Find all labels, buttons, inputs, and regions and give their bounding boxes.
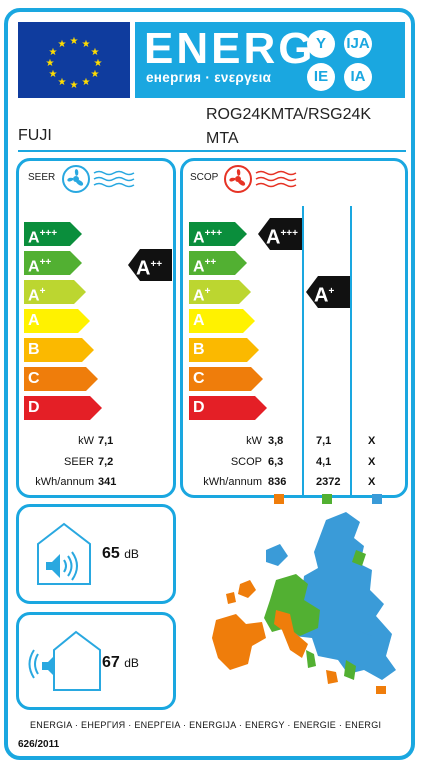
zone-colder-swatch bbox=[372, 494, 382, 504]
energy-title: ENERG bbox=[144, 24, 316, 73]
indoor-noise-value: 65 dB bbox=[102, 545, 139, 562]
heating-kw-label: kW bbox=[246, 435, 262, 447]
heating-rating-pointer-warmer bbox=[258, 218, 302, 250]
outdoor-noise-value: 67 dB bbox=[102, 654, 139, 671]
cooling-class-label: A+ bbox=[28, 286, 46, 305]
cooling-rating-pointer bbox=[128, 249, 172, 281]
column-divider bbox=[302, 206, 304, 496]
svg-text:★: ★ bbox=[49, 69, 58, 80]
heating-kwh-average: 2372 bbox=[316, 476, 341, 488]
language-badge: IA bbox=[344, 63, 372, 91]
indoor-noise-panel bbox=[16, 504, 176, 604]
heating-rating-label-warmer: A+++ bbox=[266, 226, 298, 249]
seer-title: SEER bbox=[28, 172, 56, 183]
svg-text:★: ★ bbox=[91, 47, 100, 58]
cooling-kwh-label: kWh/annum bbox=[35, 476, 94, 488]
svg-text:★: ★ bbox=[70, 80, 79, 91]
scop-colder: X bbox=[368, 456, 376, 468]
cooling-kwh-value: 341 bbox=[98, 476, 117, 488]
scop-label: SCOP bbox=[230, 456, 262, 468]
energy-subtitle: енергия · ενεργεια bbox=[146, 70, 272, 85]
heating-class-label: A bbox=[193, 312, 205, 329]
cooling-class-label: A++ bbox=[28, 257, 52, 276]
cooling-panel bbox=[16, 158, 176, 498]
cooling-fan-icon bbox=[62, 165, 135, 193]
eu-flag-icon: ★ ★ ★ ★ ★ ★ ★ ★ ★ ★ ★ ★ bbox=[18, 22, 130, 98]
svg-text:★: ★ bbox=[58, 77, 67, 88]
language-badge: IJA bbox=[344, 30, 372, 58]
scop-warmer: 6,3 bbox=[268, 456, 284, 468]
footer-languages: ENERGIA · ЕНЕРГИЯ · ΕΝΕΡΓΕΙΑ · ENERGIJA … bbox=[30, 720, 382, 730]
heating-rating-label-average: A+ bbox=[314, 284, 335, 307]
zone-warmer-swatch bbox=[274, 494, 284, 504]
scop-title: SCOP bbox=[190, 172, 219, 183]
outdoor-unit-sound-icon bbox=[28, 630, 101, 691]
cooling-class-label: C bbox=[28, 370, 40, 387]
heating-kw-warmer: 3,8 bbox=[268, 435, 284, 447]
heating-class-label: D bbox=[193, 399, 205, 416]
heating-class-label: A++ bbox=[193, 257, 217, 276]
seer-value: 7,2 bbox=[98, 456, 114, 468]
cooling-kw-value: 7,1 bbox=[98, 435, 114, 447]
heating-kwh-colder: X bbox=[368, 476, 376, 488]
language-badge: Y bbox=[307, 30, 335, 58]
cooling-rating-label: A++ bbox=[136, 257, 163, 280]
svg-text:★: ★ bbox=[82, 77, 91, 88]
svg-text:★: ★ bbox=[91, 69, 100, 80]
svg-text:★: ★ bbox=[94, 58, 103, 69]
heating-panel bbox=[180, 158, 408, 498]
cooling-class-label: A+++ bbox=[28, 228, 58, 247]
model-number: ROG24KMTA/RSG24K MTA bbox=[206, 106, 372, 147]
svg-text:★: ★ bbox=[49, 47, 58, 58]
cooling-class-label: D bbox=[28, 399, 40, 416]
heating-kwh-label: kWh/annum bbox=[203, 476, 262, 488]
heating-fan-icon bbox=[224, 165, 297, 193]
cooling-class-label: A bbox=[28, 312, 40, 329]
indoor-unit-sound-icon bbox=[37, 522, 91, 585]
cooling-class-label: B bbox=[28, 341, 40, 358]
heating-rating-pointer-average bbox=[306, 276, 350, 308]
regulation-number: 626/2011 bbox=[18, 739, 60, 750]
europe-climate-map-icon bbox=[212, 512, 396, 694]
svg-text:★: ★ bbox=[82, 39, 91, 50]
svg-text:★: ★ bbox=[58, 39, 67, 50]
cooling-kw-label: kW bbox=[78, 435, 94, 447]
seer-label: SEER bbox=[64, 456, 94, 468]
heating-kw-average: 7,1 bbox=[316, 435, 332, 447]
heating-class-label: B bbox=[193, 341, 205, 358]
divider bbox=[18, 150, 406, 152]
label-frame bbox=[4, 8, 415, 760]
svg-text:★: ★ bbox=[46, 58, 55, 69]
language-badge: IE bbox=[307, 63, 335, 91]
outdoor-noise-panel bbox=[16, 612, 176, 710]
column-divider bbox=[350, 206, 352, 496]
heating-kwh-warmer: 836 bbox=[268, 476, 287, 488]
heating-class-label: C bbox=[193, 370, 205, 387]
heating-class-label: A+++ bbox=[193, 228, 223, 247]
heating-kw-colder: X bbox=[368, 435, 376, 447]
scop-average: 4,1 bbox=[316, 456, 332, 468]
heating-class-label: A+ bbox=[193, 286, 211, 305]
zone-average-swatch bbox=[322, 494, 332, 504]
brand-name: FUJI bbox=[18, 127, 52, 144]
svg-text:★: ★ bbox=[70, 36, 79, 47]
